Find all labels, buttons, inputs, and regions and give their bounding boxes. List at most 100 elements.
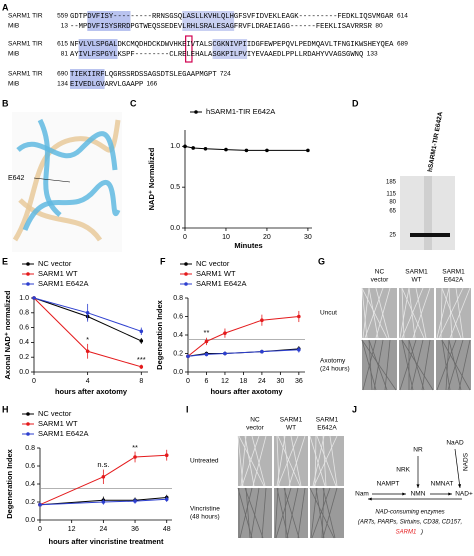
axon (399, 287, 410, 339)
axon (448, 339, 462, 391)
data-point (203, 146, 208, 151)
annotation: n.s. (97, 460, 109, 469)
legend-marker (26, 432, 30, 436)
axon (412, 287, 431, 339)
helix (16, 131, 118, 171)
seq-end: 133 (367, 51, 378, 58)
data-point (265, 148, 269, 153)
data-point (260, 349, 264, 354)
panel-letter: D (352, 98, 359, 108)
column-label: E642A (444, 277, 464, 284)
x-tick-label: 10 (222, 234, 230, 241)
x-tick-label: 36 (131, 526, 139, 533)
panel-letter: F (160, 256, 166, 266)
y-tick-label: 1.0 (170, 143, 180, 150)
data-point (164, 497, 169, 502)
seq-name: MiB (8, 23, 19, 30)
x-tick-label: 20 (263, 234, 271, 241)
y-tick-label: 0.4 (19, 339, 29, 346)
axon (364, 287, 384, 339)
series-line (187, 349, 299, 357)
legend-label: SARM1 WT (38, 269, 78, 278)
pathway-label: (ARTs, PARPs, Sirtuins, CD38, CD157, (358, 520, 462, 526)
highlight (212, 39, 248, 59)
x-axis-label: Minutes (234, 241, 262, 250)
y-axis-label: NAD⁺ Normalized (147, 147, 156, 210)
axon (401, 287, 424, 339)
row-label: Uncut (320, 310, 337, 317)
seq-start: 615 (57, 41, 68, 48)
residue-label: E642 (8, 175, 24, 182)
axon (322, 435, 327, 487)
data-point (85, 311, 90, 315)
series-line (39, 454, 167, 506)
pathway-label: NMNAT (431, 481, 454, 488)
axon (241, 435, 260, 487)
panel-letter: J (352, 404, 357, 414)
panel-letter: G (318, 256, 325, 266)
x-tick-label: 6 (205, 378, 209, 385)
data-point (186, 354, 190, 359)
helix (37, 118, 62, 217)
pathway-label: NMN (411, 491, 426, 498)
axon (312, 435, 325, 487)
data-point (306, 148, 310, 153)
y-tick-label: 0.6 (19, 324, 29, 331)
annotation: ** (204, 328, 210, 337)
axon (361, 287, 388, 339)
y-tick-label: 0.0 (25, 517, 35, 524)
axon (441, 339, 451, 391)
data-point (133, 499, 137, 503)
seq-name: SARM1 TIR (8, 41, 43, 48)
axon (274, 487, 279, 539)
legend-label: NC vector (38, 259, 72, 268)
y-tick-label: 0.8 (19, 310, 29, 317)
axon (438, 287, 464, 339)
sequence: --MPDVFISYSRRDPGTWEQSSEDEVLRHLSRALESAGFR… (70, 23, 373, 31)
seq-name: MiB (8, 51, 19, 58)
series-line (39, 497, 167, 506)
y-axis-label: Degeneration Index (155, 299, 164, 369)
axon (384, 339, 391, 391)
seq-end: 166 (146, 81, 157, 88)
legend-label: SARM1 E642A (196, 279, 246, 288)
x-tick-label: 8 (139, 378, 143, 385)
marker-label: 185 (386, 180, 397, 186)
axon (288, 435, 306, 487)
axon (401, 339, 434, 391)
gel-band (410, 233, 450, 237)
sequence: AYIVLFSPGYLKSPF--------CLRELEHALASGKPILP… (70, 51, 363, 59)
pathway-label: NAMPT (377, 481, 400, 488)
data-point (297, 314, 301, 319)
sequence: GDTPDVFISY---------RRNSGSQLASLLKVHLQLHGF… (70, 13, 394, 21)
axon (455, 287, 464, 339)
annotation: * (86, 335, 89, 344)
axon (408, 339, 425, 391)
axon (252, 435, 267, 487)
legend-marker (26, 422, 30, 426)
x-tick-label: 24 (258, 378, 266, 385)
y-tick-label: 0.4 (25, 481, 35, 488)
axon (401, 339, 414, 391)
seq-start: 81 (61, 51, 69, 58)
axon (321, 487, 325, 539)
axon (399, 339, 417, 391)
data-point (101, 475, 106, 479)
y-tick-label: 0.2 (173, 350, 183, 357)
sequence: EIVEDLGVARVLGAAPP (70, 81, 143, 89)
legend-marker (184, 282, 188, 286)
annotation: ** (132, 443, 138, 452)
data-point (139, 339, 144, 343)
axon (408, 287, 416, 339)
helix (22, 179, 121, 231)
pathway-label: NRK (396, 467, 410, 474)
arrowhead (416, 484, 420, 488)
sequence: TIEKIIRFLQGRSSRDSSAGSDTSLEGAAPMGPT (70, 71, 217, 79)
data-point (133, 455, 137, 459)
x-tick-label: 0 (186, 378, 190, 385)
legend-marker (26, 412, 30, 416)
legend-label: NC vector (38, 409, 72, 418)
axon (277, 435, 301, 487)
data-point (244, 148, 249, 153)
x-tick-label: 36 (295, 378, 303, 385)
